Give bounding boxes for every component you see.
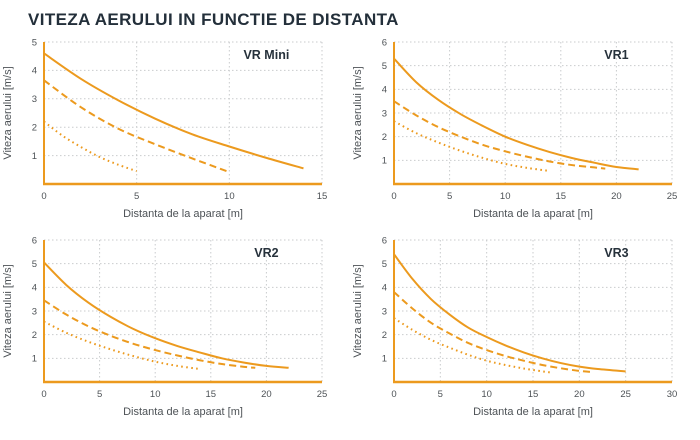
curve-dashed: [393, 291, 594, 374]
y-tick-label: 1: [382, 354, 387, 365]
chart-panel-vr2: 1 2 3 4 5 6 0 5 10 15 20 25 Distanta de la aparat [m…: [0, 230, 350, 428]
x-tick-label: 5: [447, 191, 452, 202]
x-tick-label: 15: [206, 389, 217, 400]
curve-dotted: [393, 120, 550, 172]
y-tick-label: 3: [382, 108, 387, 119]
x-tick-label: 0: [391, 191, 396, 202]
x-tick-label: 20: [574, 389, 585, 400]
curve-solid: [43, 261, 289, 369]
chart-vr2: 1 2 3 4 5 6 0 5 10 15 20 25 Distanta de la aparat [m…: [2, 235, 328, 418]
chart-panel-vr3: 1 2 3 4 5 6 0 5 10 15 20 25 30 Distanta de la aparat …: [350, 230, 700, 428]
y-tick-label: 5: [382, 61, 387, 72]
y-axis-label: Viteza aerului [m/s]: [2, 264, 14, 357]
y-tick-label: 6: [382, 37, 387, 48]
chart-title: VR1: [604, 48, 628, 62]
x-tick-label: 25: [317, 389, 328, 400]
x-tick-label: 15: [556, 191, 567, 202]
y-tick-label: 2: [382, 330, 387, 341]
chart-title: VR3: [604, 246, 628, 260]
y-tick-label: 2: [32, 330, 37, 341]
curve-solid: [393, 57, 639, 171]
y-axis-label: Viteza aerului [m/s]: [352, 66, 364, 159]
y-axis-label: Viteza aerului [m/s]: [2, 66, 14, 159]
x-axis-label: Distanta de la aparat [m]: [473, 208, 593, 220]
x-tick-label: 5: [97, 389, 102, 400]
y-tick-label: 5: [32, 37, 37, 48]
x-tick-label: 5: [438, 389, 443, 400]
x-tick-label: 15: [317, 191, 328, 202]
curve-dashed: [43, 299, 256, 369]
x-tick-label: 30: [667, 389, 678, 400]
curve-dotted: [393, 317, 552, 374]
x-tick-label: 20: [611, 191, 622, 202]
y-tick-label: 4: [382, 283, 387, 294]
x-axis-label: Distanta de la aparat [m]: [473, 406, 593, 418]
y-tick-label: 2: [382, 132, 387, 143]
y-tick-label: 3: [32, 306, 37, 317]
x-tick-label: 0: [391, 389, 396, 400]
chart-panel-vr1: 1 2 3 4 5 6 0 5 10 15 20 25 Distanta de la aparat [m…: [350, 32, 700, 230]
x-tick-label: 10: [224, 191, 235, 202]
chart-title: VR2: [254, 246, 278, 260]
curve-solid: [43, 52, 304, 170]
y-tick-label: 6: [32, 235, 37, 246]
x-axis-label: Distanta de la aparat [m]: [123, 406, 243, 418]
y-tick-label: 4: [382, 85, 387, 96]
curve-dotted: [43, 120, 138, 173]
y-tick-label: 1: [382, 156, 387, 167]
y-tick-label: 3: [382, 306, 387, 317]
page-title: VITEZA AERULUI IN FUNCTIE DE DISTANTA: [28, 10, 399, 29]
curve-dashed: [393, 100, 606, 170]
y-tick-label: 3: [32, 94, 37, 105]
x-tick-label: 25: [667, 191, 678, 202]
y-tick-label: 5: [32, 259, 37, 270]
x-tick-label: 15: [528, 389, 539, 400]
chart-vr-mini: 1 2 3 4 5 0 5 10 15 Distanta de la aparat [m] Vite…: [2, 37, 328, 220]
chart-panel-vr-mini: 1 2 3 4 5 0 5 10 15 Distanta de la aparat [m] Vite…: [0, 32, 350, 230]
curve-solid: [393, 253, 626, 373]
y-tick-label: 4: [32, 283, 37, 294]
chart-vr3: 1 2 3 4 5 6 0 5 10 15 20 25 30 Distanta de la aparat …: [352, 235, 678, 418]
y-tick-label: 2: [32, 123, 37, 134]
y-tick-label: 4: [32, 66, 37, 77]
x-tick-label: 0: [41, 389, 46, 400]
charts-grid: 1 2 3 4 5 0 5 10 15 Distanta de la aparat [m] Vite…: [0, 32, 700, 428]
x-tick-label: 0: [41, 191, 46, 202]
y-tick-label: 6: [382, 235, 387, 246]
y-tick-label: 5: [382, 259, 387, 270]
y-axis-label: Viteza aerului [m/s]: [352, 264, 364, 357]
y-tick-label: 1: [32, 354, 37, 365]
y-tick-label: 1: [32, 151, 37, 162]
chart-vr1: 1 2 3 4 5 6 0 5 10 15 20 25 Distanta de la aparat [m…: [352, 37, 678, 220]
x-tick-label: 25: [620, 389, 631, 400]
chart-title: VR Mini: [243, 48, 289, 62]
x-tick-label: 10: [500, 191, 511, 202]
x-tick-label: 5: [134, 191, 139, 202]
x-tick-label: 10: [481, 389, 492, 400]
x-tick-label: 20: [261, 389, 272, 400]
x-tick-label: 10: [150, 389, 161, 400]
x-axis-label: Distanta de la aparat [m]: [123, 208, 243, 220]
